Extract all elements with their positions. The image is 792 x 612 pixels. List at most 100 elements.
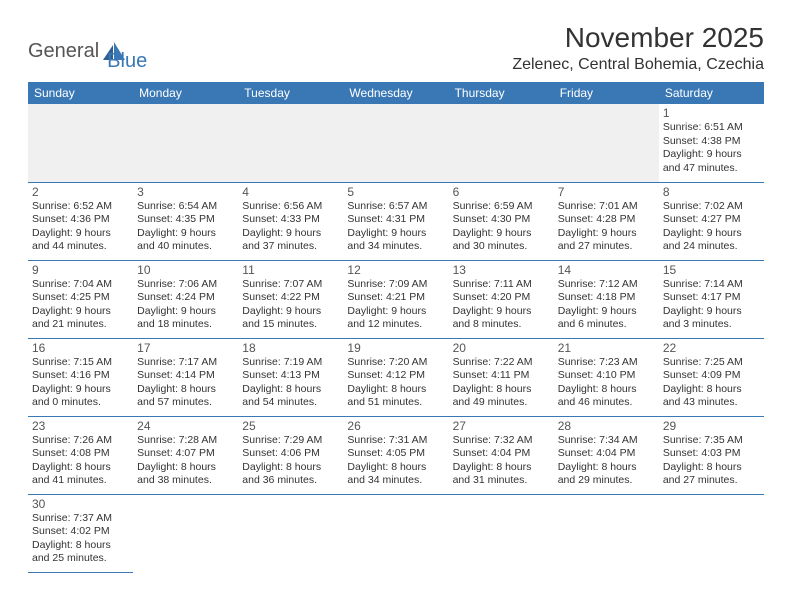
calendar-cell: 7Sunrise: 7:01 AMSunset: 4:28 PMDaylight… — [554, 182, 659, 260]
calendar-cell: 17Sunrise: 7:17 AMSunset: 4:14 PMDayligh… — [133, 338, 238, 416]
logo: General Blue — [28, 30, 147, 73]
day-info: Sunrise: 6:57 AMSunset: 4:31 PMDaylight:… — [347, 200, 444, 255]
calendar-cell: 29Sunrise: 7:35 AMSunset: 4:03 PMDayligh… — [659, 416, 764, 494]
calendar-cell — [449, 494, 554, 572]
day-info: Sunrise: 6:59 AMSunset: 4:30 PMDaylight:… — [453, 200, 550, 255]
weekday-header: Saturday — [659, 82, 764, 104]
day-info: Sunrise: 7:35 AMSunset: 4:03 PMDaylight:… — [663, 434, 760, 489]
calendar-row: 2Sunrise: 6:52 AMSunset: 4:36 PMDaylight… — [28, 182, 764, 260]
day-info: Sunrise: 7:19 AMSunset: 4:13 PMDaylight:… — [242, 356, 339, 411]
logo-text-blue: Blue — [107, 50, 147, 73]
day-number: 24 — [137, 419, 234, 433]
day-number: 28 — [558, 419, 655, 433]
header: General Blue November 2025 Zelenec, Cent… — [28, 22, 764, 74]
title-block: November 2025 Zelenec, Central Bohemia, … — [512, 22, 764, 74]
calendar-cell: 21Sunrise: 7:23 AMSunset: 4:10 PMDayligh… — [554, 338, 659, 416]
calendar-row: 30Sunrise: 7:37 AMSunset: 4:02 PMDayligh… — [28, 494, 764, 572]
day-number: 16 — [32, 341, 129, 355]
day-info: Sunrise: 7:23 AMSunset: 4:10 PMDaylight:… — [558, 356, 655, 411]
calendar-cell — [659, 494, 764, 572]
day-info: Sunrise: 7:20 AMSunset: 4:12 PMDaylight:… — [347, 356, 444, 411]
day-number: 30 — [32, 497, 129, 511]
day-number: 29 — [663, 419, 760, 433]
day-info: Sunrise: 7:11 AMSunset: 4:20 PMDaylight:… — [453, 278, 550, 333]
calendar-cell: 14Sunrise: 7:12 AMSunset: 4:18 PMDayligh… — [554, 260, 659, 338]
day-number: 27 — [453, 419, 550, 433]
day-info: Sunrise: 7:17 AMSunset: 4:14 PMDaylight:… — [137, 356, 234, 411]
day-number: 26 — [347, 419, 444, 433]
logo-text-general: General — [28, 40, 99, 63]
day-number: 20 — [453, 341, 550, 355]
day-info: Sunrise: 7:37 AMSunset: 4:02 PMDaylight:… — [32, 512, 129, 567]
day-number: 21 — [558, 341, 655, 355]
calendar-cell: 6Sunrise: 6:59 AMSunset: 4:30 PMDaylight… — [449, 182, 554, 260]
calendar-cell: 28Sunrise: 7:34 AMSunset: 4:04 PMDayligh… — [554, 416, 659, 494]
day-info: Sunrise: 7:12 AMSunset: 4:18 PMDaylight:… — [558, 278, 655, 333]
day-number: 10 — [137, 263, 234, 277]
day-number: 23 — [32, 419, 129, 433]
calendar-cell: 8Sunrise: 7:02 AMSunset: 4:27 PMDaylight… — [659, 182, 764, 260]
day-number: 7 — [558, 185, 655, 199]
calendar-cell: 3Sunrise: 6:54 AMSunset: 4:35 PMDaylight… — [133, 182, 238, 260]
day-info: Sunrise: 6:51 AMSunset: 4:38 PMDaylight:… — [663, 121, 760, 176]
day-info: Sunrise: 7:09 AMSunset: 4:21 PMDaylight:… — [347, 278, 444, 333]
calendar-cell: 10Sunrise: 7:06 AMSunset: 4:24 PMDayligh… — [133, 260, 238, 338]
day-info: Sunrise: 7:22 AMSunset: 4:11 PMDaylight:… — [453, 356, 550, 411]
calendar-cell — [449, 104, 554, 182]
calendar-cell: 15Sunrise: 7:14 AMSunset: 4:17 PMDayligh… — [659, 260, 764, 338]
calendar-cell — [343, 104, 448, 182]
day-info: Sunrise: 6:54 AMSunset: 4:35 PMDaylight:… — [137, 200, 234, 255]
day-number: 5 — [347, 185, 444, 199]
calendar-cell: 30Sunrise: 7:37 AMSunset: 4:02 PMDayligh… — [28, 494, 133, 572]
day-number: 22 — [663, 341, 760, 355]
calendar-cell: 22Sunrise: 7:25 AMSunset: 4:09 PMDayligh… — [659, 338, 764, 416]
day-info: Sunrise: 7:14 AMSunset: 4:17 PMDaylight:… — [663, 278, 760, 333]
calendar-cell: 9Sunrise: 7:04 AMSunset: 4:25 PMDaylight… — [28, 260, 133, 338]
day-number: 25 — [242, 419, 339, 433]
calendar-cell — [554, 494, 659, 572]
calendar-cell: 27Sunrise: 7:32 AMSunset: 4:04 PMDayligh… — [449, 416, 554, 494]
day-info: Sunrise: 7:34 AMSunset: 4:04 PMDaylight:… — [558, 434, 655, 489]
calendar-row: 16Sunrise: 7:15 AMSunset: 4:16 PMDayligh… — [28, 338, 764, 416]
day-info: Sunrise: 7:25 AMSunset: 4:09 PMDaylight:… — [663, 356, 760, 411]
calendar-cell: 2Sunrise: 6:52 AMSunset: 4:36 PMDaylight… — [28, 182, 133, 260]
location: Zelenec, Central Bohemia, Czechia — [512, 56, 764, 74]
weekday-header: Tuesday — [238, 82, 343, 104]
day-number: 13 — [453, 263, 550, 277]
day-info: Sunrise: 7:29 AMSunset: 4:06 PMDaylight:… — [242, 434, 339, 489]
day-info: Sunrise: 7:02 AMSunset: 4:27 PMDaylight:… — [663, 200, 760, 255]
day-info: Sunrise: 6:52 AMSunset: 4:36 PMDaylight:… — [32, 200, 129, 255]
weekday-header: Monday — [133, 82, 238, 104]
calendar-cell: 13Sunrise: 7:11 AMSunset: 4:20 PMDayligh… — [449, 260, 554, 338]
day-info: Sunrise: 7:07 AMSunset: 4:22 PMDaylight:… — [242, 278, 339, 333]
calendar-cell — [133, 494, 238, 572]
day-number: 9 — [32, 263, 129, 277]
weekday-header: Thursday — [449, 82, 554, 104]
day-info: Sunrise: 7:26 AMSunset: 4:08 PMDaylight:… — [32, 434, 129, 489]
calendar-table: Sunday Monday Tuesday Wednesday Thursday… — [28, 82, 764, 573]
day-number: 4 — [242, 185, 339, 199]
day-number: 8 — [663, 185, 760, 199]
weekday-header: Wednesday — [343, 82, 448, 104]
day-info: Sunrise: 7:31 AMSunset: 4:05 PMDaylight:… — [347, 434, 444, 489]
day-info: Sunrise: 7:04 AMSunset: 4:25 PMDaylight:… — [32, 278, 129, 333]
weekday-header: Sunday — [28, 82, 133, 104]
calendar-row: 9Sunrise: 7:04 AMSunset: 4:25 PMDaylight… — [28, 260, 764, 338]
calendar-cell: 12Sunrise: 7:09 AMSunset: 4:21 PMDayligh… — [343, 260, 448, 338]
day-number: 12 — [347, 263, 444, 277]
calendar-cell: 19Sunrise: 7:20 AMSunset: 4:12 PMDayligh… — [343, 338, 448, 416]
day-number: 6 — [453, 185, 550, 199]
calendar-cell: 16Sunrise: 7:15 AMSunset: 4:16 PMDayligh… — [28, 338, 133, 416]
calendar-cell: 5Sunrise: 6:57 AMSunset: 4:31 PMDaylight… — [343, 182, 448, 260]
calendar-row: 1Sunrise: 6:51 AMSunset: 4:38 PMDaylight… — [28, 104, 764, 182]
calendar-cell: 25Sunrise: 7:29 AMSunset: 4:06 PMDayligh… — [238, 416, 343, 494]
day-number: 15 — [663, 263, 760, 277]
day-number: 17 — [137, 341, 234, 355]
day-number: 14 — [558, 263, 655, 277]
day-info: Sunrise: 7:06 AMSunset: 4:24 PMDaylight:… — [137, 278, 234, 333]
day-number: 2 — [32, 185, 129, 199]
calendar-cell — [554, 104, 659, 182]
calendar-cell — [133, 104, 238, 182]
month-title: November 2025 — [512, 22, 764, 54]
calendar-cell: 1Sunrise: 6:51 AMSunset: 4:38 PMDaylight… — [659, 104, 764, 182]
